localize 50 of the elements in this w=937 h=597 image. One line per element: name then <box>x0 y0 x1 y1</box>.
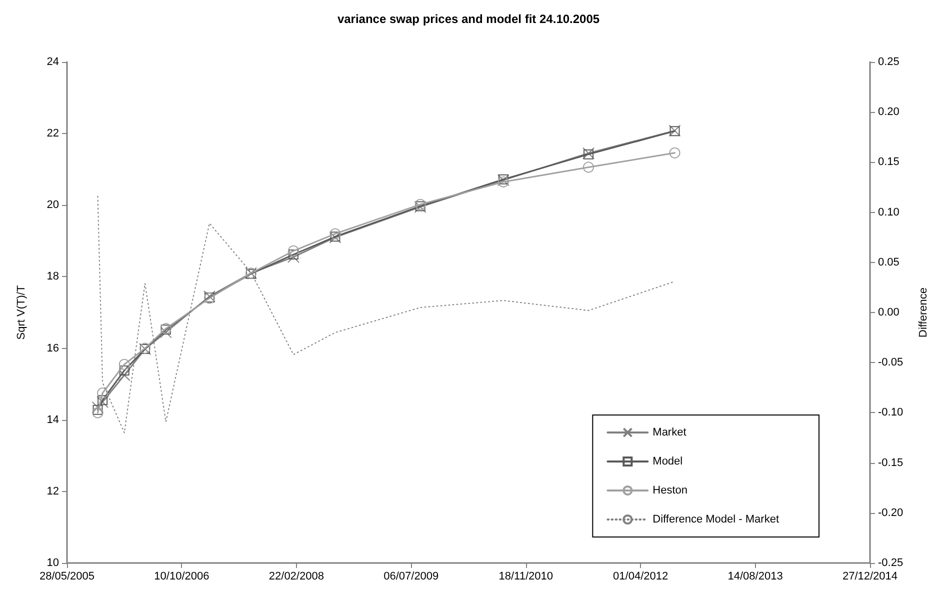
y-tick-label: 14 <box>46 414 59 426</box>
x-tick-label: 14/08/2013 <box>728 570 783 582</box>
y2-tick-label: -0.10 <box>878 406 904 419</box>
x-tick-label: 10/10/2006 <box>154 570 210 582</box>
y-tick-label: 18 <box>46 270 59 283</box>
point <box>287 251 300 264</box>
point <box>118 369 130 382</box>
point <box>288 245 299 256</box>
legend-label: Heston <box>652 484 688 496</box>
y2-axis-title: Difference <box>918 288 930 338</box>
y2-tick-label: -0.05 <box>878 356 904 369</box>
point <box>288 250 298 260</box>
point <box>98 395 108 406</box>
x-tick-label: 01/04/2012 <box>613 570 668 582</box>
point <box>583 162 594 173</box>
y-tick-label: 12 <box>46 485 59 498</box>
y-axis-title: Sqrt V(T)/T <box>16 285 28 340</box>
y-tick-label: 16 <box>46 342 59 354</box>
x-tick-label: 18/11/2010 <box>498 570 553 582</box>
y2-tick-label: -0.25 <box>878 557 904 569</box>
point <box>97 388 108 399</box>
y-tick-label: 20 <box>46 199 59 212</box>
point <box>669 147 680 158</box>
point <box>119 365 130 376</box>
y-tick-label: 10 <box>46 557 59 569</box>
point <box>160 326 172 338</box>
legend-label: Market <box>652 426 686 438</box>
point <box>92 401 104 414</box>
legend-label: Difference Model - Market <box>652 514 780 526</box>
y-tick-label: 22 <box>46 128 59 140</box>
y2-tick-label: 0.20 <box>878 106 900 118</box>
y2-tick-label: 0.10 <box>878 206 900 218</box>
point <box>414 198 426 210</box>
y2-tick-label: -0.15 <box>878 456 904 469</box>
point <box>118 358 130 370</box>
y2-tick-label: 0.05 <box>878 256 900 268</box>
x-tick-label: 27/12/2014 <box>842 570 898 582</box>
y2-tick-label: 0.15 <box>878 156 900 168</box>
legend-label: Model <box>652 456 683 468</box>
point <box>330 228 341 240</box>
y2-tick-label: 0.00 <box>878 306 900 318</box>
chart-title: variance swap prices and model fit 24.10.2005 <box>337 12 600 26</box>
y-tick-label: 24 <box>46 56 59 68</box>
y2-tick-label: -0.20 <box>878 506 904 519</box>
x-tick-label: 06/07/2009 <box>384 570 439 582</box>
point <box>92 407 104 418</box>
y2-tick-label: 0.25 <box>878 56 900 68</box>
x-tick-label: 28/05/2005 <box>39 570 95 582</box>
point <box>92 404 103 415</box>
x-tick-label: 22/02/2008 <box>268 570 324 582</box>
